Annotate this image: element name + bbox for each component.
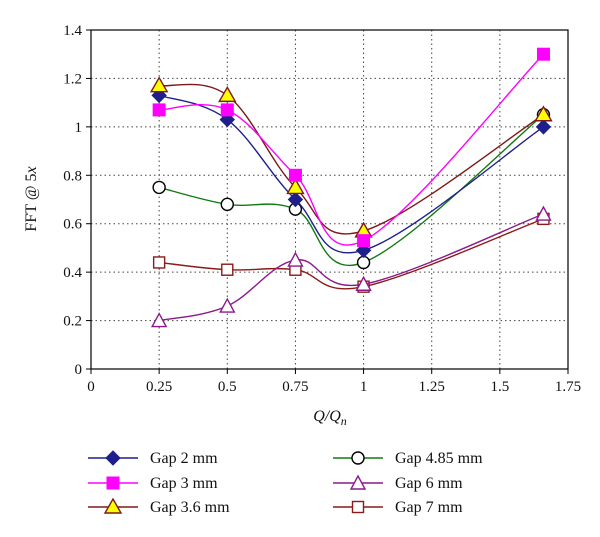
legend-item-0: Gap 2 mm bbox=[88, 450, 218, 467]
y-axis-label-variable: x bbox=[23, 166, 40, 174]
series-4-point-3 bbox=[355, 275, 372, 291]
legend-marker-1 bbox=[106, 476, 120, 490]
series-3-point-3 bbox=[356, 255, 371, 270]
series-5-point-0 bbox=[152, 256, 166, 269]
legend-marker-2 bbox=[103, 497, 123, 514]
plot-frame bbox=[90, 29, 569, 370]
y-tick-label-6: 1.2 bbox=[63, 71, 82, 87]
legend-marker-4 bbox=[349, 474, 367, 490]
series-0-point-2 bbox=[287, 191, 304, 208]
legend-label-1: Gap 3 mm bbox=[150, 475, 218, 492]
x-tick-label-5: 1.25 bbox=[419, 379, 445, 395]
legend-label-2: Gap 3.6 mm bbox=[150, 499, 230, 516]
legend-marker-0 bbox=[105, 450, 121, 466]
x-tick-label-4: 1 bbox=[360, 379, 368, 395]
y-tick-label-0: 0 bbox=[75, 362, 83, 378]
series-4 bbox=[150, 205, 552, 328]
series-group bbox=[149, 47, 553, 328]
x-axis-label-subscript: n bbox=[341, 414, 347, 428]
x-tick-label-6: 1.5 bbox=[490, 379, 509, 395]
y-tick-label-7: 1.4 bbox=[63, 23, 82, 39]
legend: Gap 2 mm Gap 3 mm Gap 3.6 mm Gap 4.85 mm Gap… bbox=[88, 450, 483, 516]
series-1-point-2 bbox=[288, 168, 302, 182]
x-tick-label-7: 1.75 bbox=[555, 379, 581, 395]
x-axis-label: Q/Qn bbox=[313, 408, 347, 428]
series-3-point-1 bbox=[220, 197, 234, 212]
legend-marker-5 bbox=[351, 500, 365, 514]
series-2-point-0 bbox=[149, 76, 169, 93]
x-axis: 0 0.25 0.5 0.75 1 1.25 1.5 1.75 bbox=[87, 369, 581, 395]
series-line-0 bbox=[158, 94, 544, 254]
legend-item-3: Gap 4.85 mm bbox=[333, 450, 483, 467]
x-tick-label-0: 0 bbox=[87, 379, 95, 395]
series-2 bbox=[149, 76, 553, 238]
series-line-1 bbox=[159, 53, 544, 246]
legend-label-5: Gap 7 mm bbox=[395, 499, 463, 516]
legend-label-4: Gap 6 mm bbox=[395, 475, 463, 492]
legend-item-5: Gap 7 mm bbox=[333, 499, 463, 516]
legend-marker-3 bbox=[351, 451, 365, 465]
series-4-point-0 bbox=[150, 312, 168, 328]
y-tick-label-1: 0.2 bbox=[63, 314, 82, 330]
legend-label-3: Gap 4.85 mm bbox=[395, 450, 483, 467]
y-axis-label: FFT @ 5x bbox=[23, 166, 40, 231]
legend-item-2: Gap 3.6 mm bbox=[88, 497, 230, 516]
x-tick-label-2: 0.5 bbox=[218, 379, 237, 395]
series-4-point-4 bbox=[535, 205, 552, 221]
series-line-5 bbox=[159, 218, 544, 290]
y-tick-label-4: 0.8 bbox=[63, 168, 82, 184]
series-4-point-2 bbox=[287, 251, 304, 267]
legend-item-4: Gap 6 mm bbox=[333, 474, 463, 492]
series-line-2 bbox=[159, 83, 544, 235]
y-axis: 0 0.2 0.4 0.6 0.8 1 1.2 1.4 bbox=[63, 23, 91, 378]
y-tick-label-3: 0.6 bbox=[63, 217, 82, 233]
series-0-point-4 bbox=[535, 119, 552, 135]
series-4-point-1 bbox=[219, 297, 236, 313]
series-1-point-0 bbox=[152, 103, 166, 117]
series-5-point-1 bbox=[221, 263, 234, 276]
y-tick-label-5: 1 bbox=[75, 120, 83, 136]
legend-label-0: Gap 2 mm bbox=[150, 450, 218, 467]
series-1-point-3 bbox=[357, 234, 371, 248]
series-1-point-4 bbox=[536, 47, 550, 61]
x-tick-label-3: 0.75 bbox=[282, 379, 308, 395]
grid-lines bbox=[91, 30, 568, 369]
series-1-point-1 bbox=[220, 103, 234, 117]
series-1 bbox=[152, 47, 550, 248]
y-tick-label-2: 0.4 bbox=[63, 265, 82, 281]
series-line-4 bbox=[158, 213, 544, 322]
x-tick-label-1: 0.25 bbox=[146, 379, 172, 395]
series-3-point-0 bbox=[152, 180, 166, 195]
series-2-point-2 bbox=[286, 177, 305, 195]
series-2-point-1 bbox=[218, 85, 237, 103]
series-2-point-4 bbox=[534, 105, 553, 122]
legend-item-1: Gap 3 mm bbox=[88, 475, 218, 492]
